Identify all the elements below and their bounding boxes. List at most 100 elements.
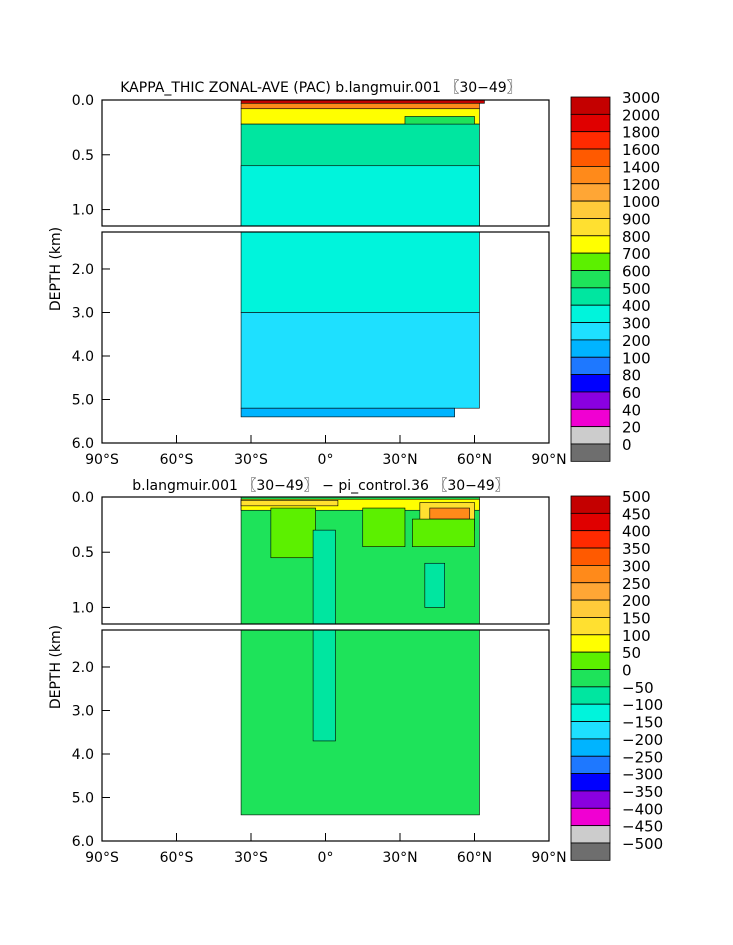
y-tick-label: 6.0	[72, 834, 94, 850]
colorbar-label: 1600	[622, 141, 660, 159]
colorbar-label: 1200	[622, 176, 660, 194]
colorbar-label: −200	[622, 731, 663, 749]
colorbar-swatch	[570, 131, 611, 150]
colorbar-swatch	[570, 304, 611, 323]
colorbar-swatch	[570, 738, 611, 757]
y-tick-label: 4.0	[72, 747, 94, 763]
colorbar-label: 0	[622, 436, 632, 454]
y-tick-label: 5.0	[72, 392, 94, 408]
field-region	[312, 529, 336, 624]
field-region	[240, 630, 480, 816]
colorbar-swatch	[570, 582, 611, 601]
x-tick-label: 90°N	[531, 452, 566, 468]
colorbar-label: 20	[622, 419, 641, 437]
colorbar-swatch	[570, 322, 611, 341]
y-tick-label: 2.0	[72, 262, 94, 278]
y-tick-label: 2.0	[72, 660, 94, 676]
colorbar-label: −400	[622, 800, 663, 818]
colorbar-label: 80	[622, 367, 641, 385]
colorbar-swatch	[570, 825, 611, 844]
chart-panel-2: b.langmuir.001 〖30−49〗 − pi_control.36 〖…	[48, 478, 663, 866]
colorbar-swatch	[570, 408, 611, 428]
field-lower	[240, 630, 480, 816]
field-region	[412, 518, 475, 547]
colorbar-label: 1400	[622, 158, 660, 176]
x-tick-label: 30°N	[382, 850, 417, 866]
colorbar-label: 200	[622, 592, 651, 610]
colorbar-label: 700	[622, 245, 651, 263]
chart-title: b.langmuir.001 〖30−49〗 − pi_control.36 〖…	[132, 478, 508, 494]
x-tick-label: 0°	[318, 850, 334, 866]
colorbar-label: 500	[622, 488, 651, 506]
colorbar-label: 100	[622, 627, 651, 645]
colorbar-swatch	[570, 755, 611, 775]
plot-frame-upper	[101, 496, 550, 625]
y-tick-label: 1.0	[72, 203, 94, 219]
colorbar-swatch	[570, 669, 611, 688]
colorbar: 3000200018001600140012001000900800700600…	[570, 89, 660, 462]
field-region	[240, 500, 339, 507]
colorbar-label: −250	[622, 748, 663, 766]
colorbar-swatch	[570, 634, 611, 653]
field-upper	[240, 497, 480, 624]
colorbar-label: 150	[622, 609, 651, 627]
y-tick-label: 0.5	[72, 545, 94, 561]
colorbar-label: 60	[622, 384, 641, 402]
y-tick-label: 3.0	[72, 703, 94, 719]
colorbar-swatch	[570, 218, 611, 237]
x-tick-label: 30°S	[234, 452, 268, 468]
y-tick-label: 0.5	[72, 148, 94, 164]
colorbar-label: 50	[622, 644, 641, 662]
colorbar-label: 2000	[622, 106, 660, 124]
x-tick-label: 30°N	[382, 452, 417, 468]
field-region	[240, 312, 480, 409]
field-upper	[240, 100, 485, 226]
colorbar-label: −450	[622, 818, 663, 836]
x-tick-label: 90°N	[531, 850, 566, 866]
plot-frame-upper	[101, 99, 550, 227]
colorbar-label: −500	[622, 835, 663, 853]
field-region	[312, 630, 336, 742]
field-region	[240, 232, 480, 313]
colorbar-swatch	[570, 703, 611, 722]
colorbar-swatch	[570, 547, 611, 566]
colorbar-swatch	[570, 495, 611, 514]
colorbar-swatch	[570, 356, 611, 376]
x-tick-label: 30°S	[234, 850, 268, 866]
colorbar-swatch	[570, 842, 611, 861]
colorbar-label: 400	[622, 523, 651, 541]
colorbar-label: −100	[622, 696, 663, 714]
colorbar: 500450400350300250200150100500−50−100−15…	[570, 488, 663, 861]
colorbar-swatch	[570, 287, 611, 306]
colorbar-swatch	[570, 790, 611, 809]
colorbar-swatch	[570, 686, 611, 705]
colorbar-label: 250	[622, 575, 651, 593]
colorbar-label: 1000	[622, 193, 660, 211]
colorbar-label: −150	[622, 714, 663, 732]
colorbar-swatch	[570, 96, 611, 115]
colorbar-label: 400	[622, 297, 651, 315]
colorbar-label: −350	[622, 783, 663, 801]
colorbar-swatch	[570, 530, 611, 549]
colorbar-label: 200	[622, 332, 651, 350]
chart-title: KAPPA_THIC ZONAL-AVE (PAC) b.langmuir.00…	[120, 80, 520, 96]
colorbar-swatch	[570, 148, 611, 167]
colorbar-label: −50	[622, 679, 654, 697]
field-lower	[240, 232, 480, 418]
colorbar-swatch	[570, 339, 611, 358]
field-region	[424, 562, 446, 608]
y-tick-label: 6.0	[72, 436, 94, 452]
colorbar-label: 40	[622, 401, 641, 419]
colorbar-label: −300	[622, 766, 663, 784]
colorbar-swatch	[570, 183, 611, 202]
colorbar-label: 0	[622, 662, 632, 680]
colorbar-swatch	[570, 235, 611, 254]
colorbar-swatch	[570, 113, 611, 133]
y-tick-label: 3.0	[72, 305, 94, 321]
y-tick-label: 1.0	[72, 600, 94, 616]
colorbar-swatch	[570, 200, 611, 219]
field-region	[362, 507, 406, 547]
x-tick-label: 90°S	[85, 452, 119, 468]
x-tick-label: 60°N	[457, 452, 492, 468]
colorbar-swatch	[570, 807, 611, 827]
